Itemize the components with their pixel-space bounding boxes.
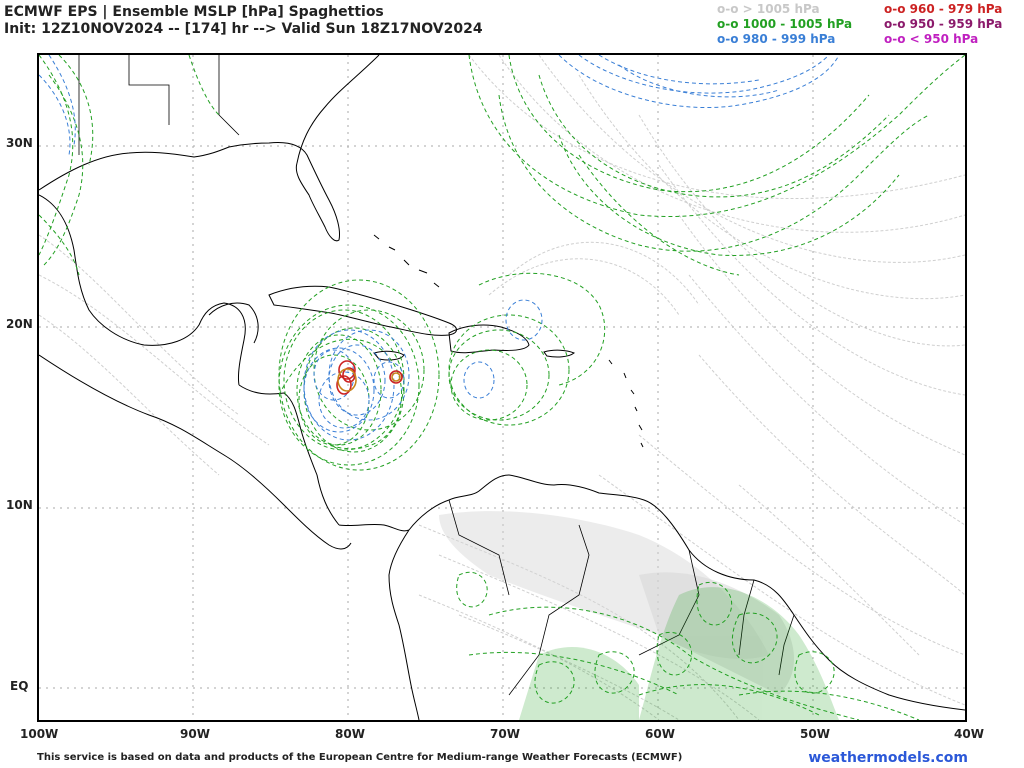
lon-label-80w: 80W [335, 727, 365, 741]
lon-label-40w: 40W [954, 727, 984, 741]
lat-label-30n: 30N [6, 136, 33, 150]
lat-label-10n: 10N [6, 498, 33, 512]
lon-label-90w: 90W [180, 727, 210, 741]
title-line-1: ECMWF EPS | Ensemble MSLP [hPa] Spaghett… [4, 4, 384, 20]
footer-brand-link[interactable]: weathermodels.com [808, 750, 968, 766]
lat-label-eq: EQ [10, 679, 29, 693]
blue-contours [39, 55, 840, 441]
map-panel[interactable] [37, 53, 967, 722]
chart-title: ECMWF EPS | Ensemble MSLP [hPa] Spaghett… [4, 4, 483, 38]
legend-entry-980-999: o-o 980 - 999 hPa [717, 32, 836, 46]
green-contours [39, 55, 965, 720]
footer-attribution: This service is based on data and produc… [37, 752, 683, 763]
lon-label-100w: 100W [20, 727, 59, 741]
legend-entry-1000-1005: o-o 1000 - 1005 hPa [717, 17, 853, 31]
gray-dense-areas [439, 511, 794, 695]
borders [78, 55, 795, 696]
legend-entry-lt950: o-o < 950 hPa [884, 32, 979, 46]
legend-left: o-o > 1005 hPa o-o 1000 - 1005 hPa o-o 9… [717, 2, 852, 47]
lon-label-60w: 60W [645, 727, 675, 741]
map-svg [39, 55, 965, 720]
orange-contours [337, 368, 401, 392]
coastlines [39, 55, 965, 720]
legend-entry-950-959: o-o 950 - 959 hPa [884, 17, 1003, 31]
green-dense-areas [519, 587, 839, 720]
legend-right: o-o 960 - 979 hPa o-o 950 - 959 hPa o-o … [884, 2, 1002, 47]
title-line-2: Init: 12Z10NOV2024 -- [174] hr --> Valid… [4, 21, 483, 37]
lat-label-20n: 20N [6, 317, 33, 331]
lon-label-70w: 70W [490, 727, 520, 741]
lon-label-50w: 50W [800, 727, 830, 741]
legend-entry-960-979: o-o 960 - 979 hPa [884, 2, 1003, 16]
legend-entry-gt1005: o-o > 1005 hPa [717, 2, 820, 16]
